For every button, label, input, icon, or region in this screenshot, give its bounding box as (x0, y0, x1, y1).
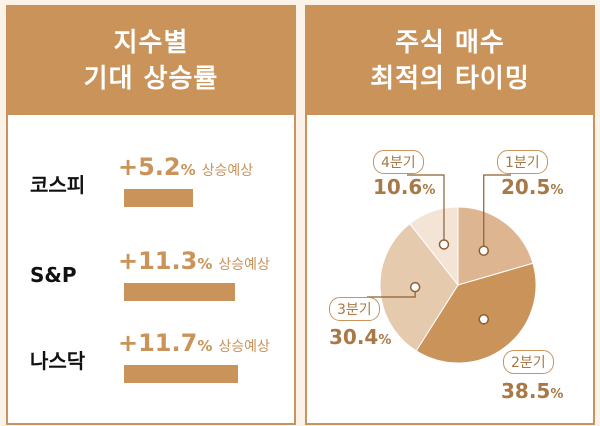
pie-value-unit: % (422, 183, 436, 198)
index-panel-header: 지수별 기대 상승률 (8, 7, 294, 115)
timing-panel-header: 주식 매수 최적의 타이밍 (307, 7, 593, 115)
pie-marker-dot-q1 (478, 245, 490, 256)
pie-value-q1: 20.5% (501, 175, 563, 199)
pie-value-q3: 30.4% (329, 325, 391, 349)
rise-note: 상승예상 (201, 163, 254, 179)
index-panel-title-line1: 지수별 (113, 28, 189, 58)
timing-panel-title-line2: 최적의 타이밍 (370, 64, 530, 94)
rise-number: +11.3 (118, 247, 198, 275)
rise-number: +5.2 (118, 153, 181, 181)
pie-leader-line-q4 (407, 174, 445, 245)
index-rise-value: +11.7% 상승예상 (118, 329, 270, 357)
index-name: S&P (30, 263, 77, 287)
index-rise-bar (124, 189, 193, 207)
pie-slice-q2 (415, 262, 537, 364)
rise-unit: % (180, 161, 196, 179)
pie-value-unit: % (550, 387, 564, 402)
pie-marker-dot-q3 (409, 281, 421, 293)
index-rise-value: +5.2% 상승예상 (118, 153, 253, 181)
pie-label-q1: 1분기 (497, 150, 548, 174)
pie-value-q2: 38.5% (501, 379, 563, 403)
rise-number: +11.7 (118, 329, 198, 357)
index-row-nasdaq: 나스닥 +11.7% 상승예상 (8, 329, 294, 399)
pie-marker-dot-q2 (478, 314, 490, 325)
index-row-kospi: 코스피 +5.2% 상승예상 (8, 153, 294, 223)
rise-unit: % (197, 337, 213, 355)
index-rise-bar (124, 283, 235, 301)
rise-unit: % (197, 255, 213, 273)
index-rise-value: +11.3% 상승예상 (118, 247, 270, 275)
timing-panel-title-line1: 주식 매수 (395, 28, 505, 58)
rise-note: 상승예상 (218, 257, 270, 273)
pie-label-q2: 2분기 (503, 350, 554, 374)
pie-value-number: 38.5 (501, 379, 551, 403)
index-panel-title-line2: 기대 상승률 (83, 64, 219, 94)
rise-note: 상승예상 (218, 339, 270, 355)
pie-slice-q1 (457, 206, 534, 286)
quarter-pie-chart (367, 174, 537, 364)
pie-value-number: 20.5 (501, 175, 551, 199)
pie-leader-line-q1 (483, 174, 511, 251)
pie-value-unit: % (378, 333, 392, 348)
pie-slice-q4 (409, 206, 459, 287)
index-rise-bar (124, 365, 238, 383)
index-name: 코스피 (30, 173, 86, 197)
pie-value-q4: 10.6% (373, 175, 435, 199)
pie-value-unit: % (550, 183, 564, 198)
buy-timing-panel: 주식 매수 최적의 타이밍 4분기 10.6% 1분기 20.5% 3분기 30… (305, 5, 595, 425)
index-name: 나스닥 (30, 349, 86, 373)
pie-label-q4: 4분기 (373, 150, 424, 174)
index-row-sp: S&P +11.3% 상승예상 (8, 247, 294, 317)
pie-value-number: 30.4 (329, 325, 379, 349)
pie-label-q3: 3분기 (329, 297, 380, 321)
pie-value-number: 10.6 (373, 175, 423, 199)
index-expectation-panel: 지수별 기대 상승률 코스피 +5.2% 상승예상 S&P +11.3% 상승예상 … (6, 5, 296, 425)
pie-marker-dot-q4 (438, 239, 450, 250)
